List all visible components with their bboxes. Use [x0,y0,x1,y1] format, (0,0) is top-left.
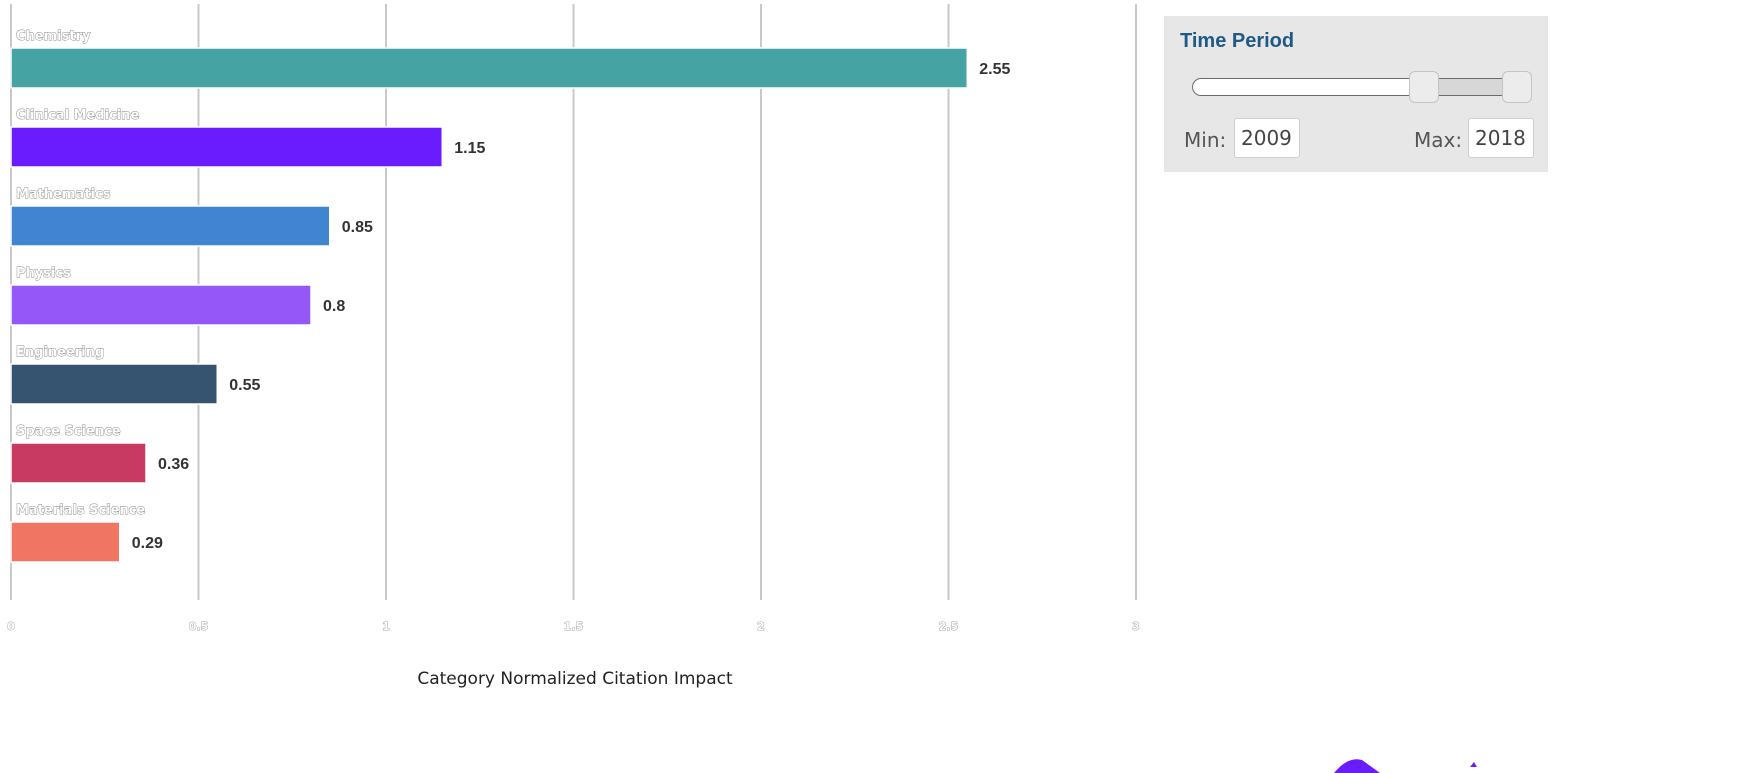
slider-min-handle[interactable] [1409,71,1439,103]
bar-value-label: 0.8 [323,298,345,315]
bar-value-label: 0.29 [132,535,163,552]
category-label: Mathematics [16,187,111,202]
bar-group: Physics 0.8 [10,266,345,326]
bar-value-label: 2.55 [979,61,1010,78]
chart-bars: Chemistry 2.55 Clinical Medicine 1.15 Mathem… [10,29,1010,563]
bar[interactable] [10,363,218,405]
category-label: Physics [16,266,71,281]
max-year-input[interactable] [1468,118,1534,158]
min-label: Min: [1184,128,1227,152]
bar-value-label: 0.85 [342,219,373,236]
x-tick-label: 0.5 [189,620,209,633]
bar-group: Chemistry 2.55 [10,29,1010,89]
bar-group: Engineering 0.55 [10,345,260,405]
max-label: Max: [1414,128,1463,152]
bar-group: Mathematics 0.85 [10,187,373,247]
bar-group: Space Science 0.36 [10,424,189,484]
x-tick-label: 0 [7,620,15,633]
bar[interactable] [10,47,968,89]
chart-gridlines [10,4,1137,600]
x-tick-label: 2.5 [939,620,959,633]
x-tick-label: 2 [757,620,765,633]
min-year-input[interactable] [1234,118,1300,158]
citation-impact-chart: Chemistry 2.55 Clinical Medicine 1.15 Mathem… [7,4,1140,689]
bar[interactable] [10,205,331,247]
bar[interactable] [10,442,147,484]
category-label: Engineering [16,345,104,360]
category-label: Space Science [16,424,121,439]
category-label: Clinical Medicine [16,108,140,123]
bar-value-label: 1.15 [454,140,485,157]
decorative-swoosh-icon [1334,759,1380,773]
x-axis-title: Category Normalized Citation Impact [417,669,733,689]
decorative-mark-icon [1470,762,1477,767]
chart-x-ticks: 0 0.5 1 1.5 2 2.5 3 [7,620,1140,634]
x-tick-label: 3 [1132,620,1140,633]
bar-value-label: 0.36 [158,456,189,473]
category-label: Chemistry [16,29,91,44]
bar[interactable] [10,126,443,168]
bar-group: Materials Science 0.29 [10,503,163,563]
bar-value-label: 0.55 [229,377,260,394]
x-tick-label: 1 [382,620,390,633]
x-tick-label: 1.5 [564,620,584,633]
time-period-title: Time Period [1180,30,1295,52]
bar[interactable] [10,521,121,563]
category-label: Materials Science [16,503,145,518]
slider-max-handle[interactable] [1502,71,1532,103]
slider-selected-range [1424,78,1517,96]
bar[interactable] [10,284,312,326]
bar-group: Clinical Medicine 1.15 [10,108,485,168]
time-period-panel: Time Period Min: Max: [1164,16,1548,172]
